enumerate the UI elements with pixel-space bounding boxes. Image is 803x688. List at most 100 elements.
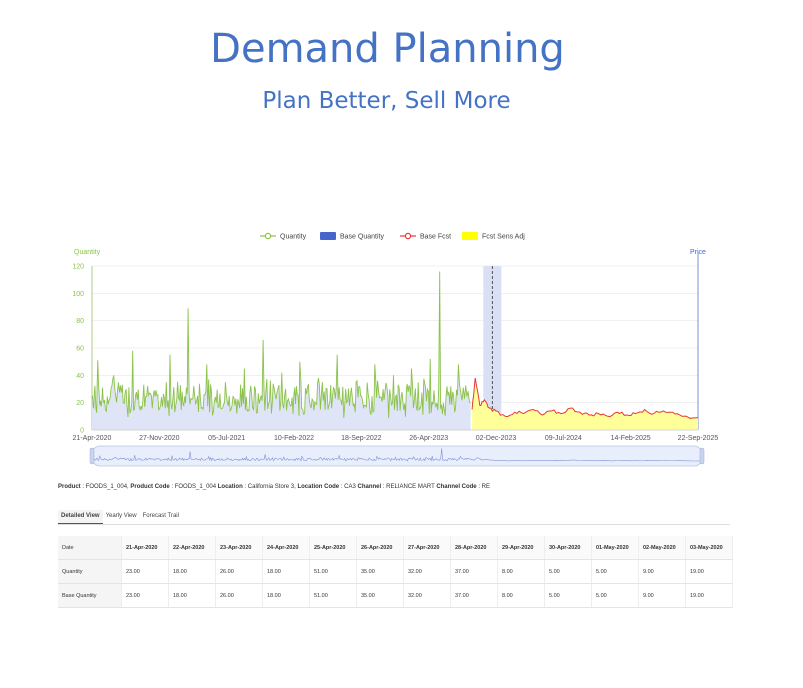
table-cell[interactable]: 37.00 bbox=[450, 559, 498, 584]
date-col: 01-May-2020 bbox=[591, 536, 639, 560]
table-cell[interactable]: 35.00 bbox=[356, 559, 404, 584]
product-code-label: Product Code bbox=[130, 484, 170, 490]
x-tick-labels: 21-Apr-2020 27-Nov-2020 05-Jul-2021 10-Feb-… bbox=[73, 435, 719, 442]
y-tick-label: 80 bbox=[76, 318, 84, 325]
navigator-handle-left[interactable] bbox=[89, 447, 95, 465]
channel-code-value: : RE bbox=[478, 484, 490, 490]
date-col: 30-Apr-2020 bbox=[544, 536, 592, 560]
y-tick-label: 0 bbox=[80, 428, 84, 435]
table-row: Base Quantity 23.00 18.00 26.00 18.00 51… bbox=[58, 583, 733, 608]
table-cell[interactable]: 18.00 bbox=[262, 559, 310, 584]
x-tick-label: 26-Apr-2023 bbox=[409, 435, 448, 442]
legend-label-fcst-sens-adj: Fcst Sens Adj bbox=[482, 234, 525, 241]
x-tick-label: 10-Feb-2022 bbox=[274, 435, 314, 442]
detail-table: Date 21-Apr-2020 22-Apr-2020 23-Apr-2020… bbox=[58, 536, 733, 608]
date-col: 02-May-2020 bbox=[638, 536, 686, 560]
legend-item-fcst-sens-adj[interactable]: Fcst Sens Adj bbox=[462, 232, 525, 241]
table-cell[interactable]: 9.00 bbox=[638, 559, 686, 584]
date-col: 25-Apr-2020 bbox=[309, 536, 357, 560]
date-col: 23-Apr-2020 bbox=[215, 536, 263, 560]
x-tick-label: 22-Sep-2025 bbox=[678, 435, 719, 442]
legend-item-base-fcst[interactable]: Base Fcst bbox=[400, 232, 451, 241]
table-cell[interactable]: 8.00 bbox=[497, 583, 545, 608]
channel-value: : RELIANCE MART bbox=[382, 484, 435, 490]
table-cell[interactable]: 51.00 bbox=[309, 559, 357, 584]
view-tabs: Detailed View Yearly View Forecast Trail bbox=[58, 510, 182, 524]
table-cell[interactable]: 5.00 bbox=[591, 583, 639, 608]
table-cell[interactable]: 8.00 bbox=[497, 559, 545, 584]
row-label-base-quantity: Base Quantity bbox=[58, 583, 122, 608]
date-col: 29-Apr-2020 bbox=[497, 536, 545, 560]
y-tick-label: 60 bbox=[76, 346, 84, 353]
table-cell[interactable]: 23.00 bbox=[121, 583, 169, 608]
x-tick-label: 14-Feb-2025 bbox=[611, 435, 651, 442]
x-tick-label: 21-Apr-2020 bbox=[73, 435, 112, 442]
tab-detailed-view[interactable]: Detailed View bbox=[58, 510, 103, 524]
date-header: Date bbox=[58, 536, 122, 560]
legend[interactable]: Quantity Base Quantity Base Fcst Fcst Se… bbox=[260, 232, 525, 241]
y-axis-label-left: Quantity bbox=[74, 249, 101, 256]
range-navigator[interactable] bbox=[89, 445, 705, 467]
fcst-sens-adj-area bbox=[472, 378, 698, 430]
date-col: 03-May-2020 bbox=[685, 536, 733, 560]
table-cell[interactable]: 23.00 bbox=[121, 559, 169, 584]
quantity-series-line bbox=[91, 271, 471, 419]
table-cell[interactable]: 18.00 bbox=[168, 583, 216, 608]
date-col: 26-Apr-2020 bbox=[356, 536, 404, 560]
date-col: 27-Apr-2020 bbox=[403, 536, 451, 560]
table-cell[interactable]: 32.00 bbox=[403, 583, 451, 608]
table-cell[interactable]: 18.00 bbox=[262, 583, 310, 608]
channel-code-label: Channel Code bbox=[436, 484, 477, 490]
y-tick-label: 100 bbox=[72, 291, 84, 298]
table-cell[interactable]: 9.00 bbox=[638, 583, 686, 608]
table-cell[interactable]: 5.00 bbox=[591, 559, 639, 584]
table-cell[interactable]: 37.00 bbox=[450, 583, 498, 608]
y-tick-label: 120 bbox=[72, 264, 84, 271]
product-info-line: Product : FOODS_1_004, Product Code : FO… bbox=[58, 484, 490, 490]
table-cell[interactable]: 26.00 bbox=[215, 583, 263, 608]
y-tick-label: 40 bbox=[76, 373, 84, 380]
location-value: : California Store 3, bbox=[244, 484, 296, 490]
table-cell[interactable]: 18.00 bbox=[168, 559, 216, 584]
location-label: Location bbox=[217, 484, 243, 490]
product-code-value: : FOODS_1_004 bbox=[171, 484, 217, 490]
date-col: 28-Apr-2020 bbox=[450, 536, 498, 560]
page-title: Demand Planning bbox=[210, 26, 565, 72]
table-cell[interactable]: 35.00 bbox=[356, 583, 404, 608]
y-tick-labels: 120 100 80 60 40 20 0 bbox=[72, 264, 84, 435]
table-cell[interactable]: 51.00 bbox=[309, 583, 357, 608]
table-row: Quantity 23.00 18.00 26.00 18.00 51.00 3… bbox=[58, 559, 733, 584]
table-cell[interactable]: 32.00 bbox=[403, 559, 451, 584]
tab-yearly-view[interactable]: Yearly View bbox=[105, 513, 137, 519]
plot-area bbox=[91, 266, 699, 431]
table-header-row: Date 21-Apr-2020 22-Apr-2020 23-Apr-2020… bbox=[58, 536, 733, 560]
x-tick-label: 09-Jul-2024 bbox=[545, 435, 582, 442]
x-tick-label: 05-Jul-2021 bbox=[208, 435, 245, 442]
product-label: Product bbox=[58, 484, 81, 490]
y-tick-label: 20 bbox=[76, 400, 84, 407]
date-col: 22-Apr-2020 bbox=[168, 536, 216, 560]
tab-forecast-trail[interactable]: Forecast Trail bbox=[142, 513, 179, 519]
table-cell[interactable]: 5.00 bbox=[544, 583, 592, 608]
base-fcst-series-line bbox=[471, 378, 699, 419]
date-col: 21-Apr-2020 bbox=[121, 536, 169, 560]
navigator-handle-right[interactable] bbox=[699, 447, 705, 465]
table-cell[interactable]: 19.00 bbox=[685, 583, 733, 608]
legend-label-base-fcst: Base Fcst bbox=[420, 234, 451, 241]
channel-label: Channel bbox=[357, 484, 382, 490]
product-value: : FOODS_1_004, bbox=[82, 484, 129, 490]
x-tick-label: 27-Nov-2020 bbox=[139, 435, 180, 442]
table-cell[interactable]: 26.00 bbox=[215, 559, 263, 584]
location-code-label: Location Code bbox=[297, 484, 340, 490]
x-tick-label: 02-Dec-2023 bbox=[476, 435, 517, 442]
legend-label-quantity: Quantity bbox=[280, 234, 307, 241]
row-label-quantity: Quantity bbox=[58, 559, 122, 584]
date-col: 24-Apr-2020 bbox=[262, 536, 310, 560]
location-code-value: : CA3 bbox=[340, 484, 356, 490]
legend-item-base-quantity[interactable]: Base Quantity bbox=[320, 232, 384, 241]
legend-item-quantity[interactable]: Quantity bbox=[260, 232, 307, 241]
demand-chart: Quantity Base Quantity Base Fcst Fcst Se… bbox=[72, 232, 719, 467]
tab-divider bbox=[58, 524, 730, 525]
table-cell[interactable]: 19.00 bbox=[685, 559, 733, 584]
table-cell[interactable]: 5.00 bbox=[544, 559, 592, 584]
